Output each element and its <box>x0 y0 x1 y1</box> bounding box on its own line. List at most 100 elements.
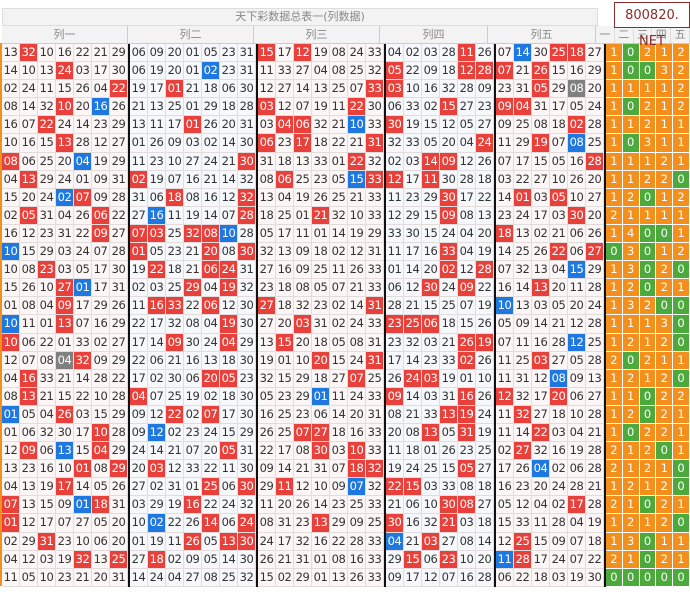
number-cell: 03 <box>74 62 92 81</box>
group-1: 08 14 32 10 20 16 26 <box>2 98 130 117</box>
group-2: 19 17 01 21 18 06 30 <box>130 80 258 99</box>
stat-cell: 1 <box>673 423 690 443</box>
number-cell: 11 <box>496 550 514 569</box>
group-1: 01 05 04 26 03 15 29 <box>2 405 130 424</box>
number-cell: 04 <box>74 152 92 171</box>
number-cell: 05 <box>220 442 238 461</box>
number-cell: 30 <box>404 224 422 244</box>
stat-cell: 1 <box>673 134 690 153</box>
number-cell: 17 <box>130 333 148 352</box>
number-cell: 07 <box>202 405 220 424</box>
number-cell: 16 <box>312 532 330 551</box>
number-cell: 18 <box>276 297 294 316</box>
number-cell: 12 <box>20 550 38 569</box>
number-cell: 21 <box>166 351 184 370</box>
number-cell: 12 <box>568 333 586 352</box>
number-cell: 19 <box>130 261 148 280</box>
number-cell: 01 <box>330 152 348 171</box>
number-cell: 08 <box>550 369 568 388</box>
number-cell: 23 <box>294 405 312 424</box>
number-cell: 21 <box>348 134 366 153</box>
number-cell: 29 <box>184 279 202 298</box>
number-cell: 33 <box>366 44 384 63</box>
number-cell: 17 <box>386 351 404 370</box>
stat-cell: 2 <box>673 243 690 262</box>
number-cell: 24 <box>130 442 148 461</box>
number-cell: 01 <box>74 170 92 189</box>
number-cell: 24 <box>202 423 220 443</box>
number-cell: 27 <box>330 369 348 388</box>
number-cell: 08 <box>386 405 404 424</box>
stat-cell: 0 <box>673 261 690 280</box>
stat-cell: 2 <box>639 170 657 189</box>
left-edge-strip <box>0 43 2 586</box>
number-cell: 22 <box>348 98 366 117</box>
number-cell: 22 <box>532 423 550 443</box>
number-cell: 06 <box>20 423 38 443</box>
number-cell: 21 <box>184 243 202 262</box>
number-cell: 27 <box>56 279 74 298</box>
number-cell: 03 <box>74 405 92 424</box>
number-cell: 12 <box>386 206 404 225</box>
number-cell: 11 <box>568 279 586 298</box>
number-cell: 24 <box>220 496 238 515</box>
number-cell: 22 <box>330 532 348 551</box>
number-cell: 18 <box>276 279 294 298</box>
group-2: 17 14 09 30 24 04 29 <box>130 333 258 352</box>
number-cell: 17 <box>568 496 586 515</box>
number-cell: 09 <box>166 134 184 153</box>
number-cell: 33 <box>366 387 384 406</box>
number-cell: 24 <box>476 405 494 424</box>
number-cell: 10 <box>92 387 110 406</box>
number-cell: 17 <box>166 116 184 135</box>
number-cell: 08 <box>294 279 312 298</box>
number-cell: 28 <box>458 170 476 189</box>
number-cell: 01 <box>312 387 330 406</box>
group-1: 15 26 10 27 01 17 31 <box>2 279 130 298</box>
number-cell: 24 <box>220 261 238 280</box>
number-cell: 24 <box>586 98 604 117</box>
group-2: 13 11 17 01 26 20 31 <box>130 116 258 135</box>
group-5: 12 32 17 20 06 27 <box>496 387 606 406</box>
number-cell: 31 <box>366 351 384 370</box>
group-1: 12 09 06 13 15 04 29 <box>2 442 130 461</box>
number-cell: 22 <box>130 315 148 334</box>
number-cell: 32 <box>166 315 184 334</box>
group-4: 12 17 11 30 28 18 <box>386 170 496 189</box>
number-cell: 16 <box>20 134 38 153</box>
number-cell: 24 <box>56 62 74 81</box>
stat-cell: 1 <box>673 116 690 135</box>
number-cell: 24 <box>202 333 220 352</box>
number-cell: 09 <box>294 243 312 262</box>
number-cell: 09 <box>458 279 476 298</box>
number-cell: 25 <box>476 442 494 461</box>
group-2: 24 14 21 07 20 05 31 <box>130 442 258 461</box>
number-cell: 28 <box>476 568 494 587</box>
number-cell: 13 <box>514 297 532 316</box>
number-cell: 21 <box>440 514 458 533</box>
number-cell: 18 <box>532 568 550 587</box>
table-row: 10 06 22 01 33 02 27 17 14 09 30 24 04 29 13 15 20 18 05 08… <box>2 333 690 352</box>
number-cell: 11 <box>458 44 476 63</box>
group-header-1: 列一 <box>2 26 128 43</box>
number-cell: 23 <box>496 80 514 99</box>
number-cell: 28 <box>514 550 532 569</box>
number-cell: 09 <box>514 315 532 334</box>
number-cell: 07 <box>130 224 148 244</box>
number-cell: 01 <box>386 261 404 280</box>
number-cell: 01 <box>74 460 92 479</box>
number-cell: 22 <box>258 442 276 461</box>
group-4: 04 21 03 27 08 14 <box>386 532 496 551</box>
number-cell: 33 <box>366 206 384 225</box>
number-cell: 01 <box>458 369 476 388</box>
group-2: 22 06 21 16 13 18 30 <box>130 351 258 370</box>
number-cell: 13 <box>330 568 348 587</box>
number-cell: 08 <box>568 134 586 153</box>
group-1: 10 15 29 03 24 07 28 <box>2 243 130 262</box>
number-cell: 05 <box>202 532 220 551</box>
number-cell: 16 <box>276 261 294 280</box>
number-cell: 03 <box>550 568 568 587</box>
number-cell: 29 <box>258 478 276 497</box>
group-5: 09 04 31 17 05 24 <box>496 98 606 117</box>
number-cell: 29 <box>38 243 56 262</box>
